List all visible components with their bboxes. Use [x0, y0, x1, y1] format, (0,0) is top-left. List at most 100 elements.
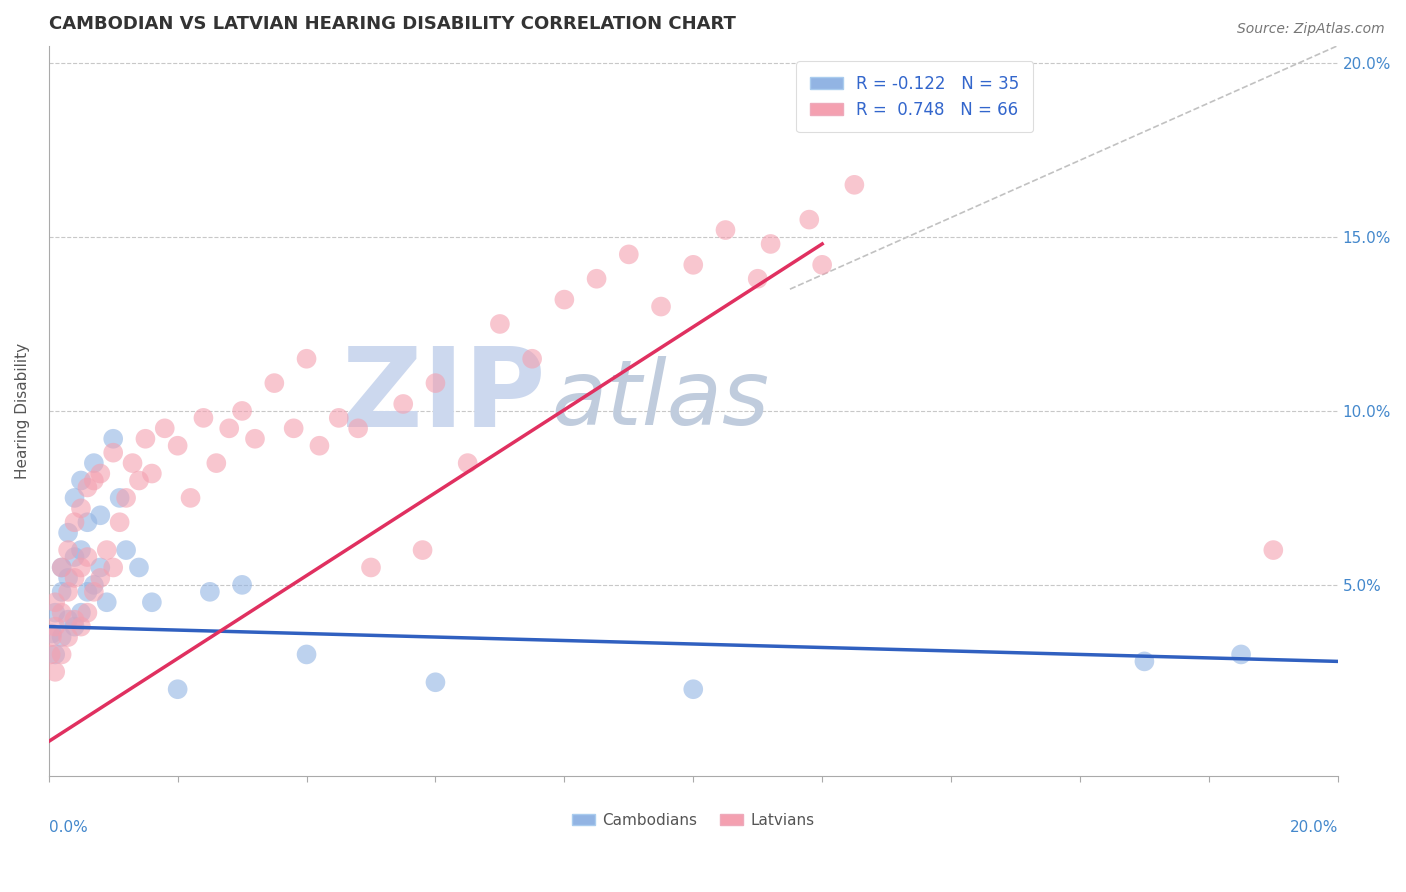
Text: atlas: atlas: [551, 356, 769, 444]
Point: [115, 543, 138, 558]
Point: [44, 606, 66, 620]
Point: [425, 376, 447, 390]
Point: [103, 432, 125, 446]
Point: [96, 595, 118, 609]
Point: [193, 410, 215, 425]
Point: [650, 300, 672, 314]
Point: [76, 549, 98, 564]
Point: [231, 404, 253, 418]
Point: [103, 560, 125, 574]
Point: [412, 543, 434, 558]
Point: [63, 549, 86, 564]
Point: [166, 439, 188, 453]
Point: [128, 560, 150, 574]
Point: [63, 515, 86, 529]
Point: [44, 665, 66, 679]
Point: [295, 351, 318, 366]
Point: [63, 571, 86, 585]
Point: [76, 584, 98, 599]
Point: [83, 474, 105, 488]
Point: [121, 456, 143, 470]
Point: [56, 613, 79, 627]
Point: [83, 578, 105, 592]
Point: [70, 543, 93, 558]
Text: CAMBODIAN VS LATVIAN HEARING DISABILITY CORRELATION CHART: CAMBODIAN VS LATVIAN HEARING DISABILITY …: [49, 15, 735, 33]
Point: [108, 491, 131, 505]
Point: [263, 376, 285, 390]
Point: [682, 258, 704, 272]
Text: Source: ZipAtlas.com: Source: ZipAtlas.com: [1237, 22, 1385, 37]
Point: [51, 560, 73, 574]
Point: [799, 212, 821, 227]
Point: [392, 397, 415, 411]
Point: [63, 619, 86, 633]
Point: [51, 584, 73, 599]
Point: [63, 491, 86, 505]
Point: [360, 560, 382, 574]
Point: [89, 571, 111, 585]
Point: [51, 560, 73, 574]
Text: ZIP: ZIP: [342, 343, 546, 450]
Point: [747, 271, 769, 285]
Point: [198, 584, 221, 599]
Point: [108, 515, 131, 529]
Point: [166, 682, 188, 697]
Point: [180, 491, 202, 505]
Point: [457, 456, 479, 470]
Point: [56, 525, 79, 540]
Point: [70, 606, 93, 620]
Point: [70, 619, 93, 633]
Point: [63, 613, 86, 627]
Point: [1263, 543, 1285, 558]
Point: [153, 421, 176, 435]
Point: [56, 584, 79, 599]
Point: [811, 258, 834, 272]
Point: [128, 474, 150, 488]
Point: [1133, 654, 1156, 668]
Point: [56, 630, 79, 644]
Point: [44, 648, 66, 662]
Point: [295, 648, 318, 662]
Point: [844, 178, 866, 192]
Point: [89, 467, 111, 481]
Point: [56, 543, 79, 558]
Point: [425, 675, 447, 690]
Point: [1230, 648, 1253, 662]
Point: [51, 606, 73, 620]
Point: [70, 560, 93, 574]
Legend: Cambodians, Latvians: Cambodians, Latvians: [565, 807, 821, 834]
Point: [682, 682, 704, 697]
Point: [553, 293, 575, 307]
Point: [89, 560, 111, 574]
Point: [218, 421, 240, 435]
Point: [283, 421, 305, 435]
Point: [44, 595, 66, 609]
Point: [41, 626, 63, 640]
Point: [141, 467, 163, 481]
Point: [83, 456, 105, 470]
Point: [134, 432, 156, 446]
Point: [617, 247, 640, 261]
Point: [76, 515, 98, 529]
Text: 0.0%: 0.0%: [49, 820, 87, 835]
Point: [231, 578, 253, 592]
Point: [70, 474, 93, 488]
Point: [714, 223, 737, 237]
Point: [347, 421, 370, 435]
Point: [51, 648, 73, 662]
Point: [759, 236, 782, 251]
Y-axis label: Hearing Disability: Hearing Disability: [15, 343, 30, 479]
Point: [39, 648, 62, 662]
Point: [115, 491, 138, 505]
Point: [76, 480, 98, 494]
Point: [520, 351, 543, 366]
Point: [56, 571, 79, 585]
Point: [70, 501, 93, 516]
Text: 20.0%: 20.0%: [1289, 820, 1337, 835]
Point: [141, 595, 163, 609]
Point: [89, 508, 111, 523]
Point: [83, 584, 105, 599]
Point: [41, 630, 63, 644]
Point: [243, 432, 266, 446]
Point: [308, 439, 330, 453]
